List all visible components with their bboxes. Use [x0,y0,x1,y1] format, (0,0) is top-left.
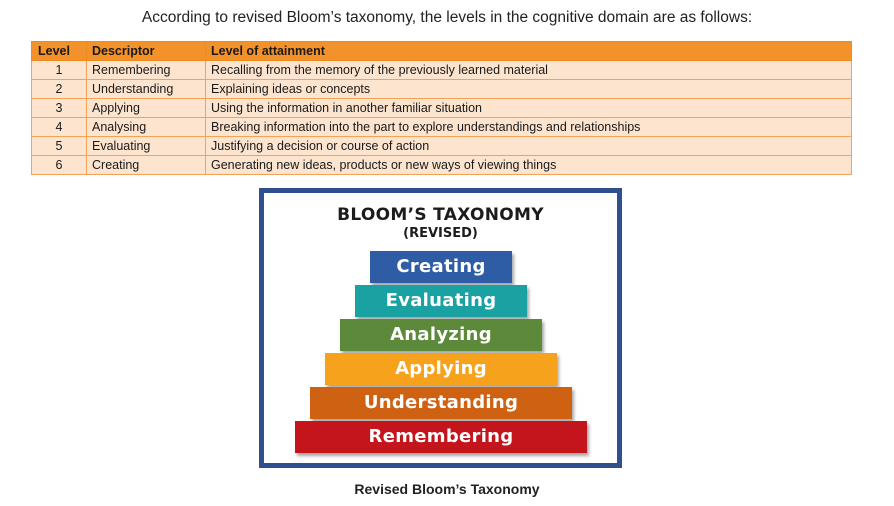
tier-evaluating: Evaluating [355,285,527,317]
tier-analyzing: Analyzing [340,319,542,351]
figure-title: BLOOM’S TAXONOMY [337,205,544,225]
row-attainment: Recalling from the memory of the previou… [205,60,852,80]
taxonomy-figure: BLOOM’S TAXONOMY (REVISED) Creating Eval… [259,188,622,468]
table-row: 6 Creating Generating new ideas, product… [31,155,852,175]
header-level: Level [31,41,87,61]
figure-subtitle: (REVISED) [403,226,478,241]
tier-creating: Creating [370,251,512,283]
table-row: 3 Applying Using the information in anot… [31,98,852,118]
figure-caption: Revised Bloom’s Taxonomy [354,481,540,497]
header-descriptor: Descriptor [86,41,206,61]
row-level: 6 [31,155,87,175]
table-header-row: Level Descriptor Level of attainment [31,41,852,61]
row-attainment: Justifying a decision or course of actio… [205,136,852,156]
table-row: 5 Evaluating Justifying a decision or co… [31,136,852,156]
row-level: 5 [31,136,87,156]
row-attainment: Using the information in another familia… [205,98,852,118]
row-descriptor: Understanding [86,79,206,99]
row-descriptor: Creating [86,155,206,175]
row-descriptor: Remembering [86,60,206,80]
levels-table: Level Descriptor Level of attainment 1 R… [31,41,852,175]
row-descriptor: Analysing [86,117,206,137]
row-attainment: Breaking information into the part to ex… [205,117,852,137]
table-row: 4 Analysing Breaking information into th… [31,117,852,137]
row-descriptor: Evaluating [86,136,206,156]
row-level: 3 [31,98,87,118]
intro-text: According to revised Bloom’s taxonomy, t… [141,9,753,26]
row-attainment: Explaining ideas or concepts [205,79,852,99]
tier-understanding: Understanding [310,387,572,419]
table-row: 2 Understanding Explaining ideas or conc… [31,79,852,99]
row-attainment: Generating new ideas, products or new wa… [205,155,852,175]
row-level: 1 [31,60,87,80]
table-row: 1 Remembering Recalling from the memory … [31,60,852,80]
row-descriptor: Applying [86,98,206,118]
tier-remembering: Remembering [295,421,587,453]
header-attainment: Level of attainment [205,41,852,61]
tier-applying: Applying [325,353,557,385]
row-level: 2 [31,79,87,99]
row-level: 4 [31,117,87,137]
